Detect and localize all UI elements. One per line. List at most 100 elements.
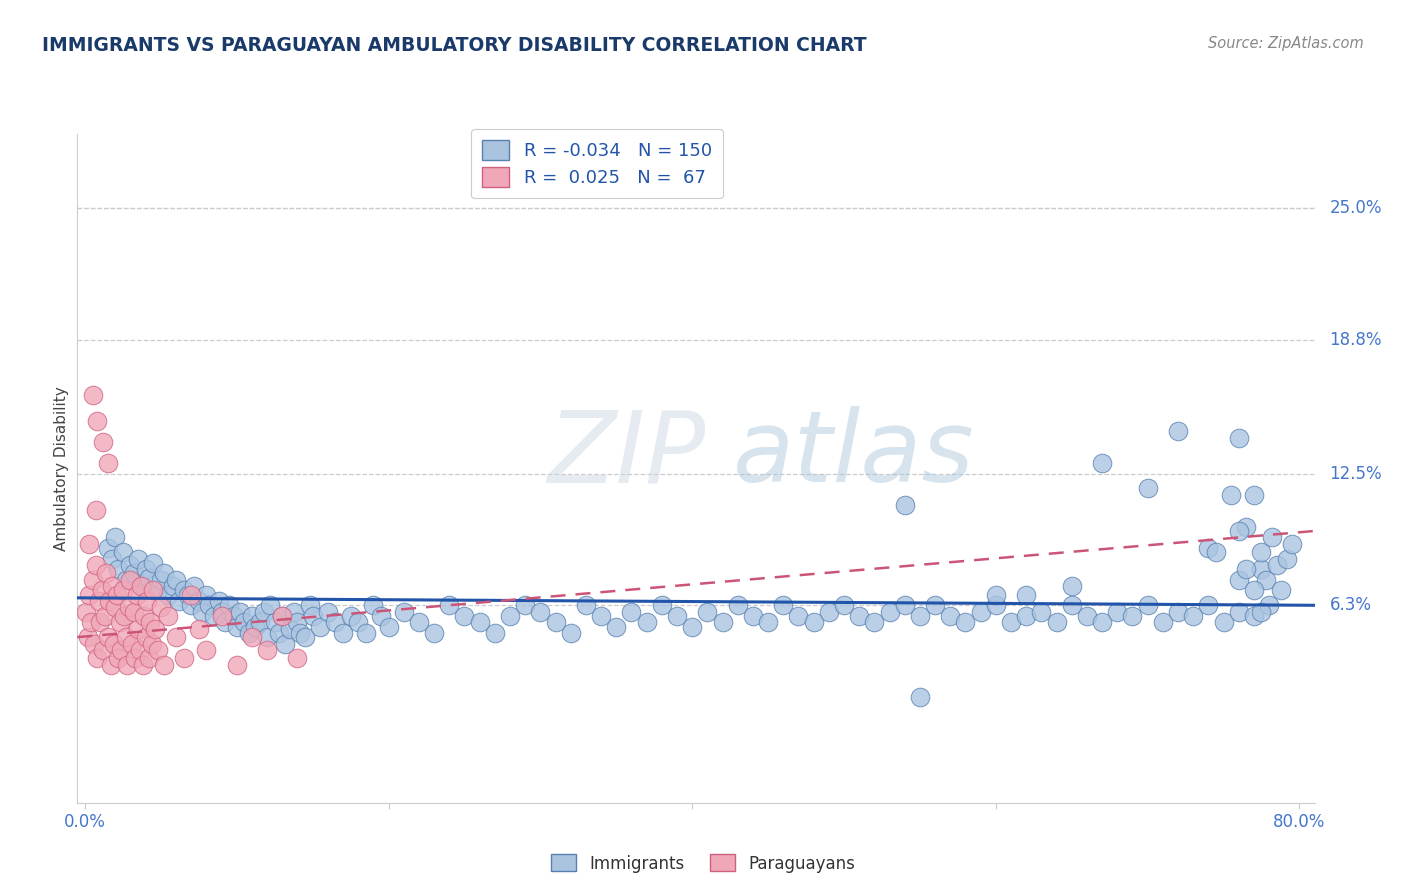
Point	[84, 502, 107, 516]
Point	[84, 558, 107, 572]
Point	[1234, 562, 1257, 576]
Point	[283, 605, 305, 619]
Point	[82, 388, 104, 402]
Point	[287, 651, 309, 665]
Point	[290, 626, 312, 640]
Point	[157, 608, 180, 623]
Point	[681, 619, 703, 633]
Point	[1227, 524, 1250, 538]
Point	[149, 573, 172, 587]
Point	[893, 499, 915, 513]
Point	[711, 615, 734, 630]
Point	[484, 626, 506, 640]
Point	[180, 599, 202, 613]
Point	[924, 599, 946, 613]
Point	[112, 608, 135, 623]
Point	[107, 651, 129, 665]
Point	[105, 588, 128, 602]
Point	[121, 636, 143, 650]
Point	[87, 594, 110, 608]
Point	[741, 608, 763, 623]
Point	[91, 643, 114, 657]
Point	[218, 599, 240, 613]
Point	[127, 622, 149, 636]
Point	[1197, 541, 1219, 555]
Point	[115, 573, 138, 587]
Point	[104, 600, 127, 615]
Text: 6.3%: 6.3%	[1330, 596, 1371, 615]
Point	[111, 583, 134, 598]
Point	[101, 551, 124, 566]
Point	[108, 615, 131, 630]
Point	[136, 594, 159, 608]
Point	[1060, 599, 1083, 613]
Point	[332, 626, 354, 640]
Point	[79, 588, 101, 602]
Point	[173, 583, 195, 598]
Point	[269, 626, 291, 640]
Point	[309, 619, 332, 633]
Point	[143, 622, 166, 636]
Point	[86, 413, 108, 427]
Point	[696, 605, 718, 619]
Point	[96, 566, 118, 581]
Point	[529, 605, 551, 619]
Point	[202, 608, 225, 623]
Point	[316, 605, 339, 619]
Point	[1250, 545, 1272, 559]
Point	[354, 626, 377, 640]
Point	[274, 636, 297, 650]
Point	[1182, 608, 1205, 623]
Point	[347, 615, 370, 630]
Point	[423, 626, 446, 640]
Point	[103, 636, 125, 650]
Point	[1243, 608, 1265, 623]
Point	[93, 608, 115, 623]
Point	[575, 599, 598, 613]
Point	[135, 562, 157, 576]
Point	[1091, 615, 1114, 630]
Point	[1281, 537, 1303, 551]
Point	[666, 608, 689, 623]
Point	[129, 579, 152, 593]
Point	[82, 573, 104, 587]
Point	[287, 615, 309, 630]
Point	[83, 636, 105, 650]
Point	[125, 588, 148, 602]
Point	[772, 599, 794, 613]
Point	[636, 615, 658, 630]
Point	[1265, 558, 1288, 572]
Point	[1060, 579, 1083, 593]
Point	[90, 583, 112, 598]
Point	[984, 599, 1007, 613]
Point	[817, 605, 839, 619]
Point	[278, 622, 301, 636]
Point	[131, 657, 153, 672]
Point	[591, 608, 613, 623]
Point	[727, 599, 749, 613]
Legend: R = -0.034   N = 150, R =  0.025   N =  67: R = -0.034 N = 150, R = 0.025 N = 67	[471, 129, 723, 198]
Text: IMMIGRANTS VS PARAGUAYAN AMBULATORY DISABILITY CORRELATION CHART: IMMIGRANTS VS PARAGUAYAN AMBULATORY DISA…	[42, 36, 868, 54]
Point	[515, 599, 537, 613]
Point	[183, 579, 205, 593]
Point	[259, 599, 281, 613]
Point	[377, 619, 399, 633]
Point	[240, 630, 263, 644]
Point	[79, 537, 101, 551]
Point	[165, 630, 187, 644]
Point	[225, 657, 247, 672]
Point	[211, 605, 233, 619]
Point	[1227, 573, 1250, 587]
Point	[1277, 551, 1299, 566]
Text: ZIP: ZIP	[547, 407, 706, 503]
Point	[180, 588, 202, 602]
Point	[848, 608, 870, 623]
Point	[1152, 615, 1174, 630]
Point	[301, 608, 323, 623]
Point	[142, 556, 165, 570]
Point	[325, 615, 347, 630]
Point	[249, 615, 271, 630]
Point	[191, 605, 214, 619]
Point	[120, 558, 142, 572]
Point	[127, 551, 149, 566]
